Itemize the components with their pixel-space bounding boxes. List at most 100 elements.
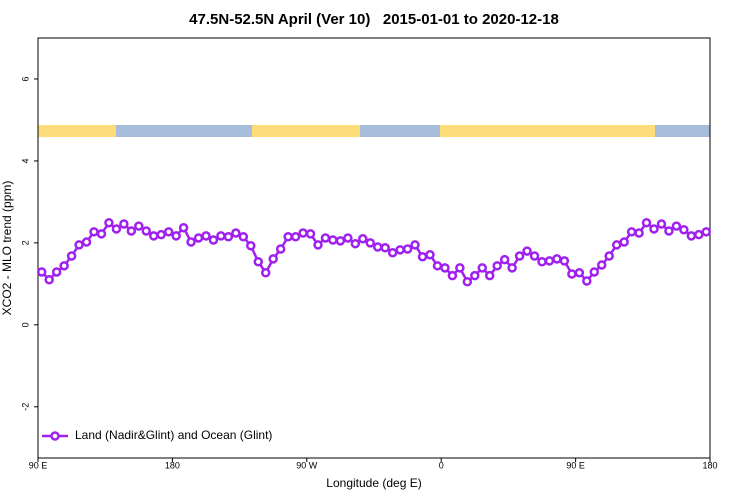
legend-marker (50, 431, 60, 441)
data-point (402, 244, 413, 254)
data-point (208, 235, 219, 245)
data-point (260, 268, 271, 278)
data-point (410, 240, 420, 250)
data-point (328, 235, 338, 245)
data-point (619, 237, 629, 247)
data-point (611, 240, 622, 250)
data-point (499, 254, 510, 265)
data-point (484, 270, 495, 281)
data-point (305, 229, 316, 239)
data-point (537, 256, 547, 267)
data-point (313, 240, 323, 250)
x-tick-label: 0 (439, 460, 444, 470)
data-point (365, 238, 376, 248)
y-tick-label: 4 (20, 158, 30, 163)
data-point (372, 242, 383, 252)
data-point (163, 227, 174, 237)
data-point (119, 219, 129, 229)
data-point (193, 233, 204, 243)
data-point (455, 263, 465, 273)
data-point (387, 247, 398, 258)
y-axis-label: XCO2 - MLO trend (ppm) (0, 181, 14, 316)
data-point (582, 276, 592, 286)
data-point (701, 227, 712, 237)
x-tick-label: 180 (702, 460, 717, 470)
data-point (134, 221, 144, 231)
data-point (148, 231, 159, 241)
data-point (231, 228, 241, 238)
x-tick-label: 90 E (29, 460, 48, 470)
data-point (275, 244, 286, 254)
data-point (178, 222, 189, 233)
data-point (522, 246, 532, 256)
data-point (679, 225, 689, 235)
data-point (694, 229, 704, 240)
data-point (44, 275, 54, 285)
data-point (343, 233, 353, 243)
chart-title: 47.5N-52.5N April (Ver 10) 2015-01-01 to… (189, 11, 559, 28)
legend-label: Land (Nadir&Glint) and Ocean (Glint) (75, 428, 272, 442)
data-point (626, 227, 637, 237)
data-point (492, 261, 502, 271)
data-point (544, 256, 555, 266)
data-point (686, 231, 697, 241)
data-point (216, 231, 226, 241)
plot-frame (37, 37, 711, 459)
data-point (59, 261, 69, 271)
y-tick-label: -2 (20, 403, 30, 411)
data-point (111, 224, 122, 234)
x-axis-label: Longitude (deg E) (326, 476, 421, 490)
data-point (268, 254, 278, 264)
data-point (253, 256, 264, 267)
data-point (81, 237, 92, 247)
data-point (74, 240, 84, 250)
data-point (664, 226, 674, 236)
data-point (36, 267, 47, 277)
data-point (156, 229, 166, 240)
data-point (559, 256, 570, 266)
data-point (126, 226, 137, 236)
x-tick-label: 180 (165, 460, 180, 470)
data-point (298, 228, 308, 238)
data-point (641, 218, 652, 228)
data-point (51, 267, 62, 277)
y-tick-label: 0 (20, 322, 30, 327)
land-ocean-strip (38, 125, 710, 137)
data-point (89, 227, 99, 237)
data-point (596, 260, 607, 270)
data-point (671, 221, 682, 231)
data-point (425, 250, 435, 260)
data-point (462, 277, 473, 287)
data-point (238, 231, 249, 242)
data-point (171, 231, 181, 241)
data-point (223, 231, 234, 242)
data-point (290, 231, 301, 242)
data-point (656, 219, 667, 229)
data-point (66, 251, 77, 261)
data-point (380, 243, 390, 253)
data-point (440, 263, 450, 273)
y-tick-label: 6 (20, 76, 30, 81)
data-point (574, 268, 585, 278)
data-point (96, 229, 107, 239)
data-point (395, 245, 405, 255)
data-point (634, 228, 644, 238)
data-point (358, 234, 368, 244)
data-point (649, 224, 659, 234)
data-point (514, 251, 525, 261)
data-point (552, 254, 562, 264)
data-point (201, 231, 211, 241)
y-tick-label: 2 (20, 240, 30, 245)
data-point (477, 263, 488, 273)
data-point (141, 226, 152, 236)
data-point (186, 237, 196, 247)
data-point (567, 269, 577, 279)
data-point (507, 263, 517, 273)
data-point (432, 261, 443, 271)
data-point (447, 270, 458, 281)
data-point (470, 270, 480, 281)
x-tick-label: 90 W (296, 460, 318, 470)
data-point (104, 218, 114, 228)
data-point (320, 233, 331, 243)
